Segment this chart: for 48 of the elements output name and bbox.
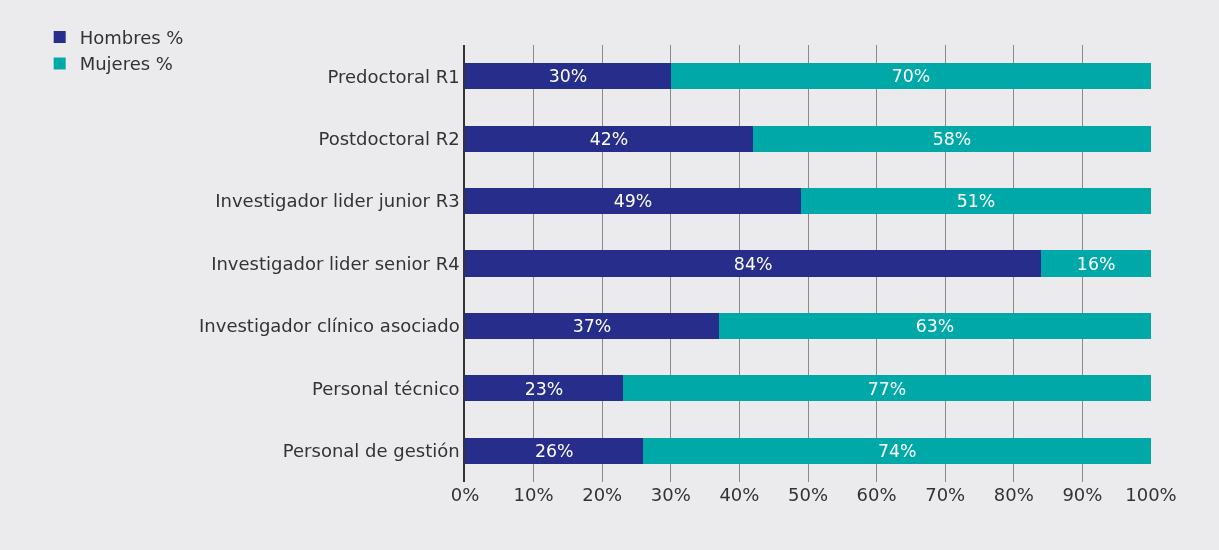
bar	[753, 125, 1151, 152]
legend-label: Hombres %	[79, 27, 184, 48]
data-label: 26%	[534, 441, 574, 462]
x-tick-label: 50%	[787, 484, 829, 505]
bar	[465, 437, 644, 464]
data-label: 77%	[867, 378, 907, 399]
bar	[465, 375, 623, 402]
legend-label: Mujeres %	[79, 53, 173, 75]
bar	[465, 187, 802, 215]
y-tick-label: Predoctoral R1	[327, 65, 460, 87]
bar	[465, 250, 1042, 277]
data-label: 74%	[877, 441, 917, 462]
data-label: 42%	[589, 128, 629, 149]
y-tick-label: Investigador lider junior R3	[215, 190, 460, 212]
bar	[622, 375, 1151, 402]
bar	[801, 187, 1151, 215]
data-label: 37%	[572, 316, 612, 337]
x-tick-label: 10%	[513, 484, 554, 505]
x-tick-label: 80%	[993, 484, 1034, 505]
y-tick-label: Postdoctoral R2	[318, 127, 460, 149]
bar	[465, 312, 719, 340]
x-tick-label: 60%	[856, 484, 897, 505]
y-tick-label: Investigador lider senior R4	[211, 252, 460, 274]
x-tick-label: 100%	[1125, 484, 1177, 505]
x-tick-label: 0%	[450, 484, 480, 505]
data-label: 49%	[613, 191, 653, 212]
x-tick-label: 30%	[650, 484, 691, 505]
x-tick-label: 70%	[925, 484, 966, 505]
data-label: 16%	[1076, 253, 1116, 274]
data-label: 30%	[548, 66, 588, 87]
bar	[1041, 250, 1151, 277]
data-label: 23%	[524, 378, 564, 399]
y-tick-label: Investigador clínico asociado	[199, 315, 460, 337]
x-tick-label: 90%	[1062, 484, 1103, 505]
y-tick-label: Personal técnico	[312, 377, 460, 399]
data-label: 51%	[956, 191, 996, 212]
x-tick-label: 20%	[582, 484, 623, 505]
bar	[718, 312, 1151, 340]
y-tick-label: Personal de gestión	[282, 440, 460, 462]
data-label: 70%	[891, 66, 931, 87]
data-label: 84%	[733, 253, 773, 274]
data-label: 58%	[932, 128, 972, 149]
bar	[670, 63, 1151, 90]
data-label: 63%	[915, 316, 955, 337]
bar	[465, 125, 754, 152]
bar	[643, 437, 1151, 464]
x-tick-label: 40%	[719, 484, 760, 505]
bar	[465, 63, 671, 90]
